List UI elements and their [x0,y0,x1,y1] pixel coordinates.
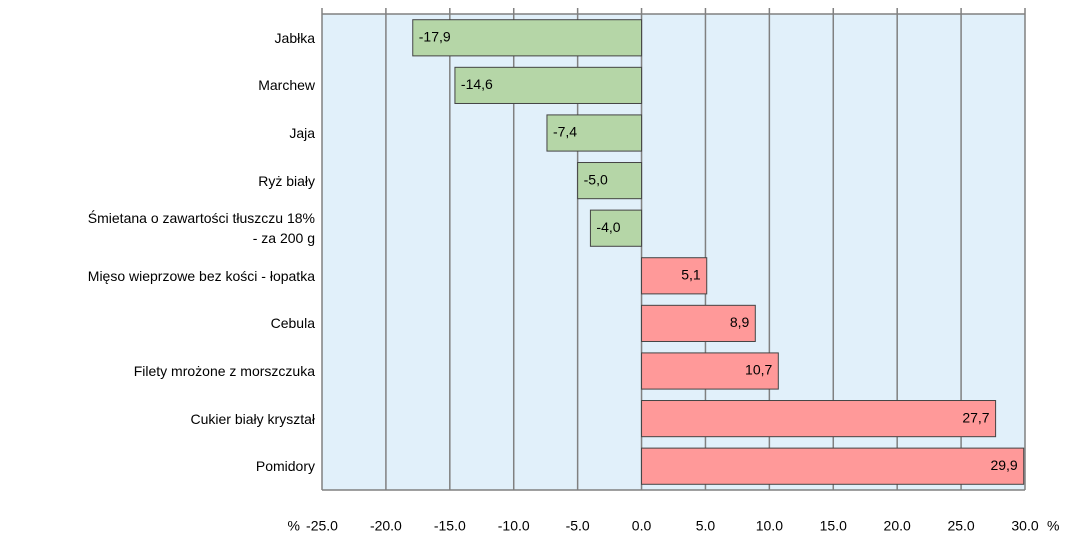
value-label: 8,9 [730,314,750,330]
x-tick-label: 30.0 [1011,518,1038,534]
bar [641,257,708,295]
y-tick-label: Jabłka [274,29,315,46]
value-label: 29,9 [990,457,1017,473]
x-tick-label: -20.0 [370,518,402,534]
value-label: -17,9 [419,29,451,45]
x-tick-label: -15.0 [434,518,466,534]
y-tick-label: Pomidory [255,458,315,475]
x-tick-label: 15.0 [820,518,847,534]
y-tick-label: Śmietana o zawartości tłuszczu 18% - za … [87,210,315,247]
bar [641,400,997,438]
y-tick-label: Cukier biały kryształ [190,410,315,427]
x-unit: % [288,518,300,534]
bar [546,114,643,152]
bar [454,66,643,104]
x-tick-label: 20.0 [884,518,911,534]
x-tick-label: 0.0 [632,518,652,534]
y-tick-label: Filety mrożone z morszczuka [133,363,315,379]
bar [412,19,643,57]
value-label: 5,1 [681,267,701,283]
x-tick-label: 25.0 [947,518,974,534]
y-tick-label: Cebula [270,315,315,332]
y-tick-label: Ryż biały [258,172,315,189]
bar [577,162,643,200]
x-unit: % [1047,518,1059,534]
value-label: -14,6 [461,76,493,92]
y-tick-label: Mięso wieprzowe bez kości - łopatka [87,267,315,284]
value-label: 10,7 [745,362,772,378]
value-label: -7,4 [553,124,577,140]
bar [589,209,643,247]
value-label: 27,7 [962,409,989,425]
value-label: -5,0 [584,171,608,187]
bar [641,447,1025,485]
x-tick-label: -25.0 [306,518,338,534]
x-tick-label: -5.0 [566,518,590,534]
x-tick-label: -10.0 [498,518,530,534]
value-label: -4,0 [596,219,620,235]
x-tick-label: 10.0 [756,518,783,534]
bar [641,352,779,390]
bar [641,304,756,342]
y-tick-label: Marchew [258,77,315,94]
x-tick-label: 5.0 [696,518,716,534]
y-tick-label: Jaja [289,125,315,141]
